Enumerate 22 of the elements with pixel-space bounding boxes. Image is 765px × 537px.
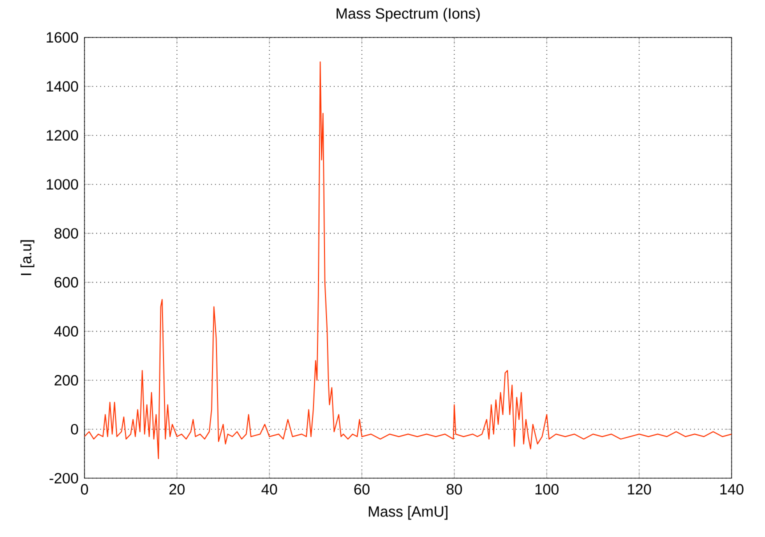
x-axis-title: Mass [AmU] (368, 506, 448, 520)
x-tick-label: 100 (535, 484, 559, 495)
x-tick-label: 60 (354, 484, 370, 495)
y-tick-label: -200 (50, 473, 78, 484)
y-axis-title: I [a.u] (20, 240, 34, 276)
chart-title: Mass Spectrum (Ions) (336, 8, 480, 22)
x-tick-label: 120 (628, 484, 651, 495)
x-tick-label: 20 (169, 484, 185, 495)
x-tick-label: 0 (80, 484, 88, 495)
y-tick-label: 0 (70, 424, 78, 435)
x-tick-label: 40 (261, 484, 278, 495)
line-series (84, 61, 732, 460)
y-tick-label: 200 (54, 375, 78, 386)
y-tick-label: 800 (54, 228, 78, 239)
y-tick-label: 1000 (46, 179, 78, 190)
y-tick-label: 1400 (46, 81, 78, 92)
y-tick-label: 400 (54, 326, 78, 337)
x-tick-label: 80 (446, 484, 462, 495)
y-tick-label: 1600 (46, 32, 78, 43)
y-tick-label: 1200 (46, 130, 78, 141)
x-tick-label: 140 (720, 484, 744, 495)
y-tick-label: 600 (54, 277, 78, 288)
